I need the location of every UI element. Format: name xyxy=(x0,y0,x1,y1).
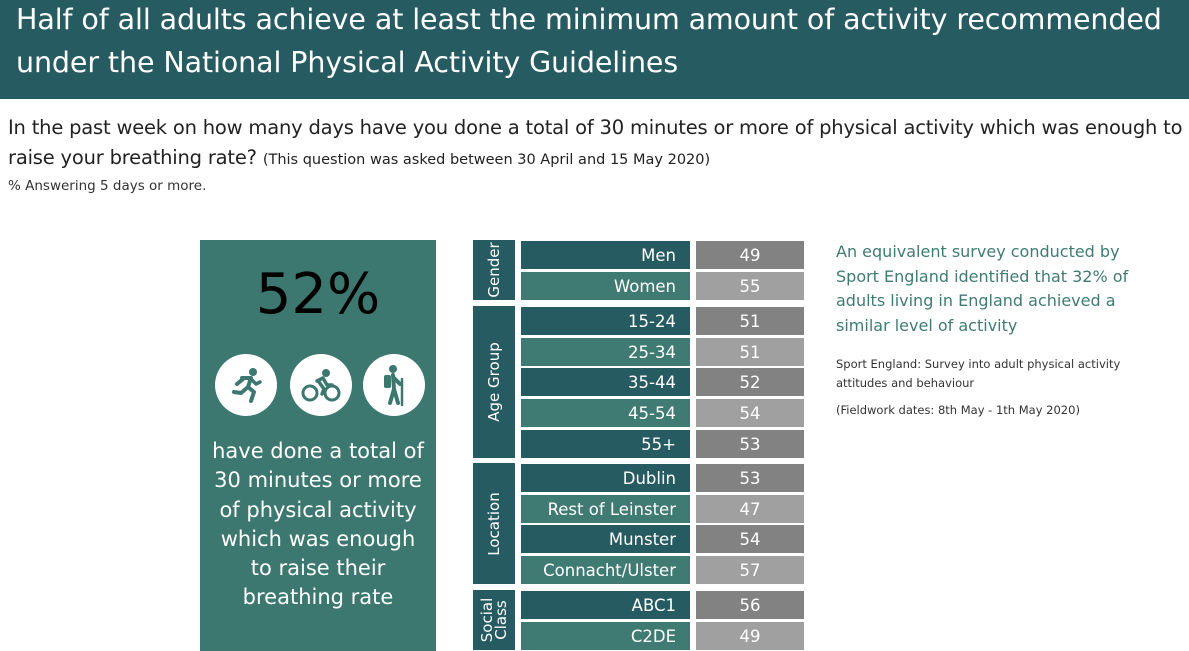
category-cell: 35-44 xyxy=(521,368,690,397)
category-cell: Men xyxy=(521,241,690,269)
hero-description-line: which was enough xyxy=(220,526,416,551)
group-label-text: Gender xyxy=(485,242,503,298)
category-label: 45-54 xyxy=(628,404,676,424)
category-label: 55+ xyxy=(641,434,676,454)
value-cell: 54 xyxy=(696,525,804,554)
question-line-1: In the past week on how many days have y… xyxy=(8,116,1183,139)
hiking-icon xyxy=(363,354,425,416)
hero-description-line: to raise their xyxy=(250,556,386,581)
group-label-gender: Gender xyxy=(473,240,515,300)
value-cell: 54 xyxy=(696,399,804,428)
category-label: Munster xyxy=(608,530,676,550)
value-cell: 51 xyxy=(696,307,804,335)
category-label: 15-24 xyxy=(628,312,676,331)
value-cell: 55 xyxy=(696,271,804,300)
hero-description-line: 30 minutes or more xyxy=(214,468,422,493)
category-label: 25-34 xyxy=(628,342,676,362)
source-line: attitudes and behaviour xyxy=(836,376,975,390)
group-label-social-class: Social Class xyxy=(473,590,515,650)
comparison-note: An equivalent survey conducted by Sport … xyxy=(836,240,1128,338)
hero-description-line: breathing rate xyxy=(242,585,394,610)
category-cell: ABC1 xyxy=(521,591,690,619)
category-label: Women xyxy=(613,276,676,296)
group-label-age-group: Age Group xyxy=(473,306,515,458)
question-line-2: raise your breathing rate? (This questio… xyxy=(8,146,710,169)
page-title-line-1: Half of all adults achieve at least the … xyxy=(16,3,1162,36)
comparison-note-line: An equivalent survey conducted by xyxy=(836,242,1120,261)
category-label: 35-44 xyxy=(628,373,676,393)
category-cell: Connacht/Ulster xyxy=(521,556,690,585)
value-cell: 49 xyxy=(696,621,804,650)
category-cell: 25-34 xyxy=(521,337,690,366)
category-cell: Munster xyxy=(521,525,690,554)
value-cell: 53 xyxy=(696,429,804,458)
source-note: Sport England: Survey into adult physica… xyxy=(836,355,1120,393)
category-label: Connacht/Ulster xyxy=(543,561,676,581)
group-label-text: Social Class xyxy=(478,597,510,643)
value-cell: 57 xyxy=(696,556,804,585)
value-cell: 52 xyxy=(696,368,804,397)
group-label-text: Age Group xyxy=(485,342,503,422)
cycling-icon xyxy=(290,354,352,416)
category-label: Rest of Leinster xyxy=(547,499,676,519)
category-label: C2DE xyxy=(630,626,676,646)
comparison-note-line: adults living in England achieved a xyxy=(836,291,1116,310)
hero-description: have done a total of 30 minutes or more … xyxy=(205,437,431,613)
header-banner: Half of all adults achieve at least the … xyxy=(0,0,1189,99)
hero-description-line: of physical activity xyxy=(219,497,417,522)
hero-description-line: have done a total of xyxy=(212,439,424,463)
hero-panel xyxy=(200,240,436,651)
page-title-line-2: under the National Physical Activity Gui… xyxy=(16,46,679,79)
category-label: Dublin xyxy=(622,469,676,488)
value-cell: 53 xyxy=(696,464,804,492)
comparison-note-line: similar level of activity xyxy=(836,315,1018,335)
running-icon xyxy=(215,354,277,416)
category-cell: 15-24 xyxy=(521,307,690,335)
category-label: Men xyxy=(641,246,676,265)
category-cell: 45-54 xyxy=(521,399,690,428)
value-cell: 56 xyxy=(696,591,804,619)
category-cell: Dublin xyxy=(521,464,690,492)
source-line: Sport England: Survey into adult physica… xyxy=(836,357,1121,371)
group-label-location: Location xyxy=(473,463,515,585)
value-cell: 49 xyxy=(696,241,804,269)
category-label: ABC1 xyxy=(631,596,676,615)
hero-percent: 52% xyxy=(255,262,381,327)
fieldwork-dates: (Fieldwork dates: 8th May - 1th May 2020… xyxy=(836,403,1080,417)
value-cell: 51 xyxy=(696,337,804,366)
category-cell: Rest of Leinster xyxy=(521,494,690,523)
value-cell: 47 xyxy=(696,494,804,523)
chart-subtitle: % Answering 5 days or more. xyxy=(8,178,207,194)
comparison-note-line: Sport England identified that 32% of xyxy=(836,266,1129,286)
question-date-note: (This question was asked between 30 Apri… xyxy=(262,152,711,168)
group-label-text: Location xyxy=(485,491,503,556)
question-line-2-text: raise your breathing rate? xyxy=(8,146,257,169)
category-cell: C2DE xyxy=(521,621,690,650)
category-cell: Women xyxy=(521,271,690,300)
category-cell: 55+ xyxy=(521,429,690,458)
